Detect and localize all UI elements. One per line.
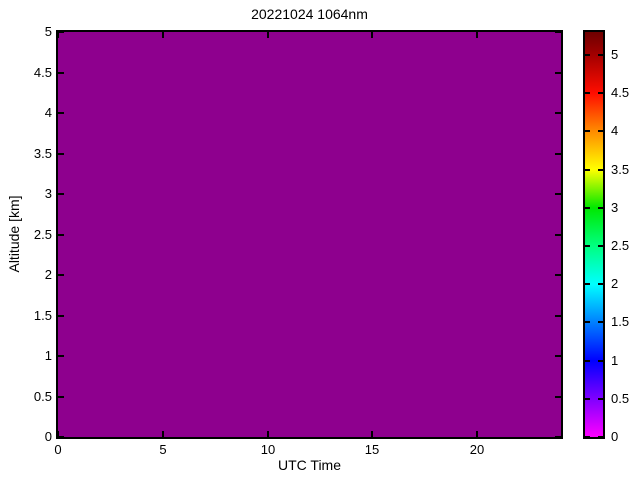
colorbar bbox=[583, 30, 605, 439]
plot-area bbox=[56, 30, 563, 439]
y-tick-left bbox=[58, 193, 64, 195]
colorbar-tick-left bbox=[585, 283, 590, 285]
x-tick-bottom bbox=[57, 431, 59, 437]
colorbar-tick-right bbox=[598, 436, 603, 438]
y-tick-right bbox=[555, 436, 561, 438]
colorbar-tick-right bbox=[598, 169, 603, 171]
x-tick-top bbox=[57, 32, 59, 38]
colorbar-tick-right bbox=[598, 130, 603, 132]
colorbar-tick-right bbox=[598, 245, 603, 247]
colorbar-tick-left bbox=[585, 169, 590, 171]
colorbar-tick-right bbox=[598, 54, 603, 56]
colorbar-tick-label: 3.5 bbox=[611, 162, 630, 177]
colorbar-tick-left bbox=[585, 54, 590, 56]
colorbar-tick-right bbox=[598, 321, 603, 323]
y-tick-left bbox=[58, 315, 64, 317]
y-tick-label: 5 bbox=[44, 24, 52, 39]
chart-title: 20221024 1064nm bbox=[251, 6, 368, 22]
colorbar-tick-label: 3 bbox=[611, 200, 619, 215]
x-tick-label: 10 bbox=[260, 442, 276, 457]
colorbar-tick-left bbox=[585, 398, 590, 400]
colorbar-tick-label: 5 bbox=[611, 47, 619, 62]
y-tick-right bbox=[555, 112, 561, 114]
y-tick-right bbox=[555, 72, 561, 74]
colorbar-tick-label: 0 bbox=[611, 429, 619, 444]
y-tick-left bbox=[58, 234, 64, 236]
x-tick-bottom bbox=[371, 431, 373, 437]
y-tick-right bbox=[555, 355, 561, 357]
y-tick-left bbox=[58, 274, 64, 276]
y-tick-right bbox=[555, 31, 561, 33]
y-tick-left bbox=[58, 355, 64, 357]
colorbar-tick-label: 0.5 bbox=[611, 391, 630, 406]
x-tick-bottom bbox=[267, 431, 269, 437]
colorbar-tick-label: 1.5 bbox=[611, 314, 630, 329]
x-tick-bottom bbox=[476, 431, 478, 437]
y-tick-label: 0.5 bbox=[33, 389, 52, 404]
colorbar-tick-label: 2.5 bbox=[611, 238, 630, 253]
colorbar-tick-left bbox=[585, 245, 590, 247]
colorbar-tick-label: 2 bbox=[611, 276, 619, 291]
colorbar-tick-right bbox=[598, 283, 603, 285]
y-tick-label: 4 bbox=[44, 105, 52, 120]
y-tick-left bbox=[58, 436, 64, 438]
x-tick-bottom bbox=[162, 431, 164, 437]
colorbar-tick-left bbox=[585, 360, 590, 362]
x-tick-top bbox=[162, 32, 164, 38]
y-tick-right bbox=[555, 396, 561, 398]
y-tick-right bbox=[555, 193, 561, 195]
x-tick-label: 15 bbox=[364, 442, 380, 457]
y-tick-left bbox=[58, 153, 64, 155]
y-tick-label: 0 bbox=[44, 429, 52, 444]
x-tick-top bbox=[267, 32, 269, 38]
x-tick-label: 20 bbox=[469, 442, 485, 457]
y-tick-label: 1 bbox=[44, 348, 52, 363]
colorbar-tick-left bbox=[585, 92, 590, 94]
y-tick-right bbox=[555, 234, 561, 236]
y-tick-label: 2.5 bbox=[33, 227, 52, 242]
x-axis-label: UTC Time bbox=[278, 457, 341, 473]
y-tick-left bbox=[58, 72, 64, 74]
y-tick-right bbox=[555, 315, 561, 317]
y-tick-label: 4.5 bbox=[33, 65, 52, 80]
y-tick-left bbox=[58, 396, 64, 398]
y-tick-label: 3.5 bbox=[33, 146, 52, 161]
colorbar-tick-right bbox=[598, 398, 603, 400]
x-tick-top bbox=[476, 32, 478, 38]
colorbar-tick-right bbox=[598, 92, 603, 94]
colorbar-tick-label: 4 bbox=[611, 123, 619, 138]
y-tick-label: 2 bbox=[44, 267, 52, 282]
colorbar-tick-left bbox=[585, 130, 590, 132]
colorbar-tick-left bbox=[585, 207, 590, 209]
x-tick-label: 0 bbox=[54, 442, 62, 457]
x-tick-top bbox=[371, 32, 373, 38]
colorbar-tick-left bbox=[585, 436, 590, 438]
colorbar-tick-label: 1 bbox=[611, 353, 619, 368]
y-tick-left bbox=[58, 112, 64, 114]
y-tick-label: 1.5 bbox=[33, 308, 52, 323]
y-tick-left bbox=[58, 31, 64, 33]
colorbar-tick-label: 4.5 bbox=[611, 85, 630, 100]
colorbar-tick-right bbox=[598, 360, 603, 362]
y-tick-right bbox=[555, 274, 561, 276]
x-tick-label: 5 bbox=[159, 442, 167, 457]
colorbar-tick-left bbox=[585, 321, 590, 323]
colorbar-tick-right bbox=[598, 207, 603, 209]
y-tick-right bbox=[555, 153, 561, 155]
y-tick-label: 3 bbox=[44, 186, 52, 201]
